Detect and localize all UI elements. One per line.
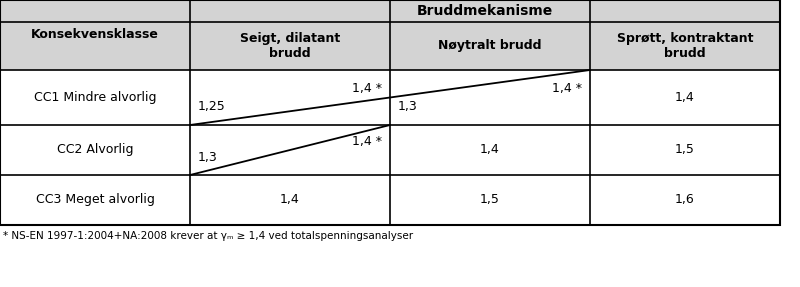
Text: Bruddmekanisme: Bruddmekanisme	[417, 4, 553, 18]
Bar	[0, 0, 780, 22]
Bar	[0, 225, 780, 287]
Text: 1,25: 1,25	[198, 100, 226, 113]
Bar	[0, 125, 780, 175]
Text: 1,4: 1,4	[280, 193, 300, 207]
Text: 1,4 *: 1,4 *	[352, 135, 382, 148]
Text: 1,4: 1,4	[480, 144, 500, 156]
Bar	[0, 175, 780, 225]
Text: Sprøtt, kontraktant
brudd: Sprøtt, kontraktant brudd	[617, 32, 754, 60]
Text: CC2 Alvorlig: CC2 Alvorlig	[57, 144, 134, 156]
Text: Nøytralt brudd: Nøytralt brudd	[438, 40, 542, 53]
Bar	[0, 0, 780, 225]
Bar	[0, 70, 780, 125]
Bar	[0, 22, 780, 70]
Text: 1,5: 1,5	[675, 144, 695, 156]
Text: CC3 Meget alvorlig: CC3 Meget alvorlig	[35, 193, 154, 207]
Text: 1,4: 1,4	[675, 91, 695, 104]
Text: CC1 Mindre alvorlig: CC1 Mindre alvorlig	[34, 91, 156, 104]
Bar	[0, 0, 780, 225]
Text: * NS-EN 1997-1:2004+NA:2008 krever at γₘ ≥ 1,4 ved totalspenningsanalyser: * NS-EN 1997-1:2004+NA:2008 krever at γₘ…	[3, 231, 413, 241]
Text: 1,4 *: 1,4 *	[352, 82, 382, 95]
Text: 1,5: 1,5	[480, 193, 500, 207]
Text: 1,3: 1,3	[398, 100, 418, 113]
Text: Seigt, dilatant
brudd: Seigt, dilatant brudd	[240, 32, 340, 60]
Text: 1,4 *: 1,4 *	[552, 82, 582, 95]
Text: Konsekvensklasse: Konsekvensklasse	[31, 28, 159, 42]
Text: 1,3: 1,3	[198, 152, 218, 164]
Text: 1,6: 1,6	[675, 193, 695, 207]
